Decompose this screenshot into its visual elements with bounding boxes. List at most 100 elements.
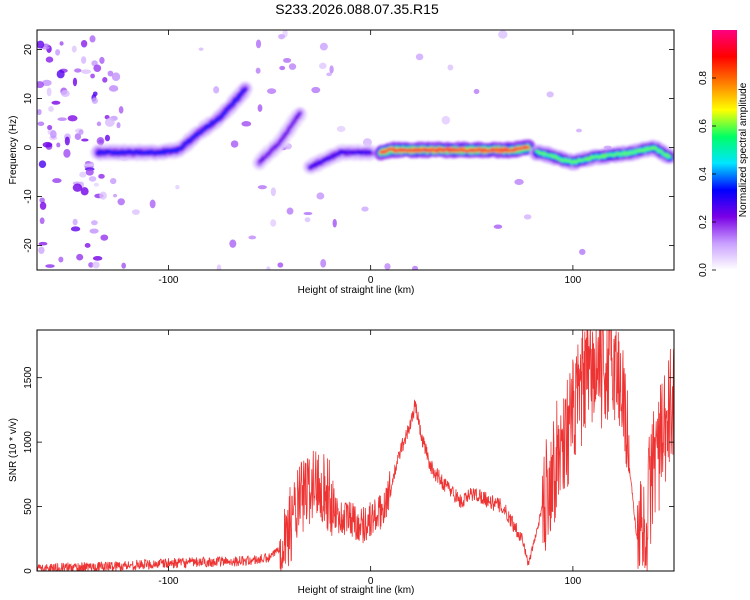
noise-blob [117,198,125,206]
noise-blob [100,234,109,241]
noise-blob [57,117,67,122]
noise-blob [266,266,271,270]
noise-blob [88,262,94,268]
snr-x-label: Height of straight line (km) [298,585,415,596]
x-tick-label: 100 [565,576,582,587]
noise-blob [98,173,105,179]
noise-blob [59,41,64,46]
noise-blob [39,217,45,225]
noise-blob [80,187,89,196]
noise-blob [104,134,111,142]
noise-blob [113,193,118,198]
noise-blob [361,206,369,212]
noise-blob [58,256,64,263]
noise-blob [46,87,52,97]
noise-blob [42,43,50,47]
noise-blob [37,121,45,127]
noise-blob [332,218,337,228]
noise-blob [248,235,257,240]
noise-blob [90,73,95,79]
noise-blob [45,56,54,63]
snr-x-ticks: -100 0 100 [158,330,582,587]
noise-blob [319,42,328,51]
noise-blob [74,133,82,140]
noise-blob [93,182,100,187]
noise-blob [318,62,327,70]
noise-blob [92,261,100,269]
noise-blob [116,122,121,129]
noise-blob [257,185,267,190]
noise-blob [85,168,94,176]
noise-blob [111,72,121,82]
noise-blob [498,30,508,39]
noise-blob [41,79,52,86]
noise-blob [316,192,325,200]
y-tick-label: -10 [23,189,34,204]
noise-blob [74,68,82,73]
noise-blob [523,214,532,220]
colorbar-tick-label: 0.6 [698,119,709,133]
noise-blob [56,142,61,148]
noise-blob [38,246,45,254]
noise-blob [118,106,124,114]
colorbar-label: Normalized spectral amplitude [738,82,749,217]
x-tick-label: 100 [565,275,582,286]
noise-blob [80,40,88,48]
colorbar-tick-label: 0.8 [698,71,709,85]
noise-blob [255,67,261,74]
noise-blob [286,207,294,215]
noise-blob [50,130,57,139]
spectrogram-x-label: Height of straight line (km) [298,285,415,296]
noise-blob [579,248,586,255]
noise-blob [56,69,65,79]
noise-blob [72,218,78,226]
noise-blob [72,183,83,192]
noise-blob [229,239,237,248]
noise-blob [83,163,94,167]
noise-blob [89,35,96,43]
noise-blob [546,91,554,98]
spectrogram-y-label: Frequency (Hz) [8,116,19,185]
noise-blob [99,56,105,64]
noise-blob [288,63,297,70]
noise-blob [39,197,45,204]
noise-blob [91,220,98,226]
noise-blob [514,178,524,185]
noise-blob [241,121,252,127]
noise-blob [93,64,102,72]
y-tick-label: -20 [23,238,34,253]
noise-blob [311,86,321,94]
noise-blob [303,211,313,216]
noise-blob [362,138,372,147]
snr-series-line [37,330,674,571]
figure-title: S233.2026.088.07.35.R15 [275,1,439,17]
noise-blob [278,34,285,40]
noise-blob [96,121,102,127]
noise-blob [84,242,91,248]
noise-blob [326,72,332,77]
spectrogram-frame [36,29,675,271]
noise-blob [384,263,391,270]
spectrogram-ridge [258,112,301,163]
x-tick-label: -100 [158,576,178,587]
y-tick-label: 0 [23,568,34,574]
noise-blob [104,117,115,127]
noise-blob [52,178,62,184]
noise-blob [48,105,54,112]
y-tick-label: 20 [23,44,34,56]
noise-blob [415,53,424,61]
noise-blob [39,201,47,210]
noise-blob [42,141,53,148]
spectrogram-ridges [90,81,674,175]
snr-y-ticks: 0 500 1000 1500 [23,366,674,574]
noise-blob [270,187,276,197]
spectrogram-ridge [309,150,372,168]
noise-blob [79,171,87,178]
y-tick-label: 500 [23,498,34,515]
spectrogram-ridge [96,87,247,155]
snr-panel: -100 0 100 0 500 1000 1500 Height of straight… [8,329,675,596]
noise-blob [447,64,454,71]
noise-blob [88,176,97,182]
noise-blob [255,39,262,49]
